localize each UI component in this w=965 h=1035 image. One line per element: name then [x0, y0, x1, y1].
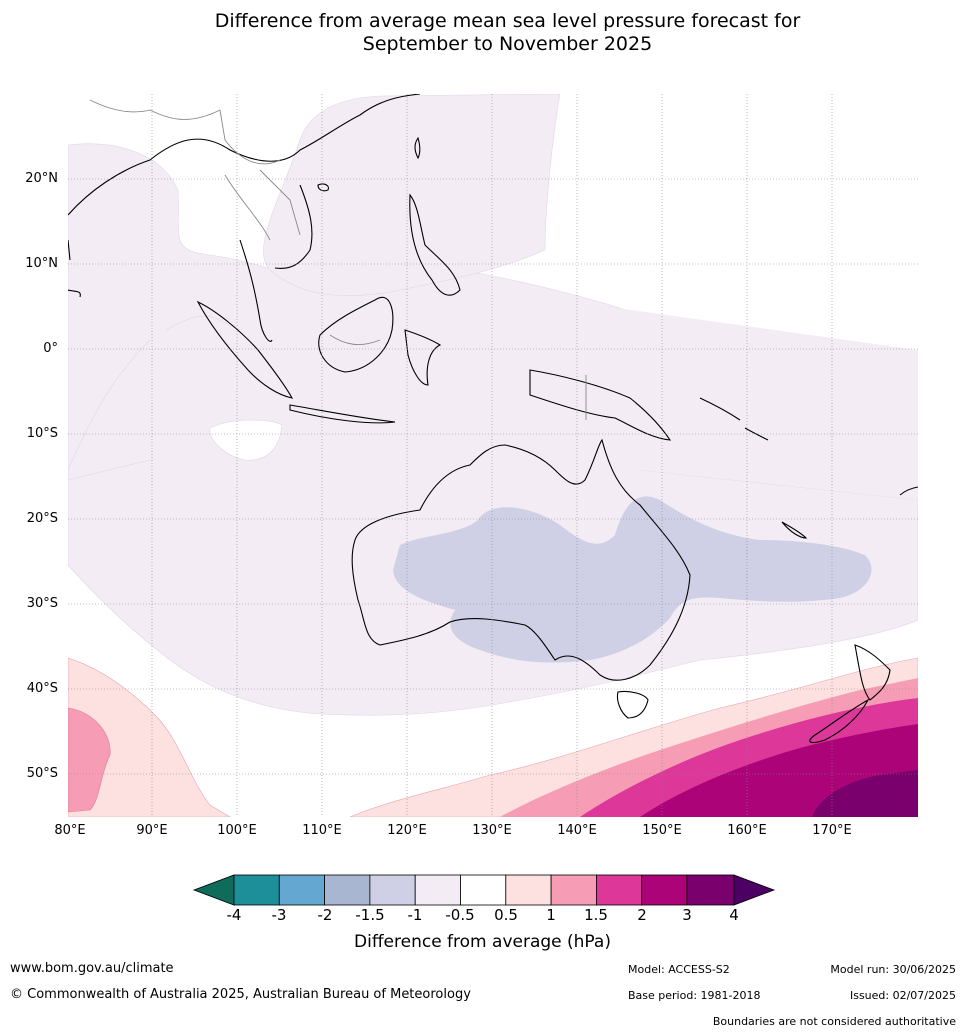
- contour-neutral-hole: [209, 419, 283, 461]
- colorbar-segment: [550, 874, 597, 906]
- coast-new-guinea: [529, 369, 672, 441]
- colorbar-segment: [324, 874, 371, 906]
- colorbar-segment: [414, 874, 461, 906]
- coastlines: [68, 94, 918, 744]
- footer-copyright: © Commonwealth of Australia 2025, Austra…: [10, 987, 471, 1002]
- coast-india: [68, 239, 81, 298]
- colorbar: [192, 874, 776, 906]
- lat-label: 20°S: [26, 511, 58, 526]
- colorbar-tick: 4: [729, 906, 739, 924]
- lat-label: 0°: [43, 341, 58, 356]
- colorbar-tick: -3: [271, 906, 287, 924]
- colorbar-segment: [460, 874, 507, 906]
- coast-hainan: [317, 183, 329, 192]
- contour-plus1-sw: [68, 707, 111, 813]
- colorbar-tick: 0.5: [494, 906, 518, 924]
- contour-minus05-north: [263, 94, 561, 296]
- colorbar-tick: -0.5: [445, 906, 475, 924]
- lat-label: 30°S: [26, 596, 58, 611]
- colorbar-tick: 2: [637, 906, 647, 924]
- lat-label: 10°N: [25, 256, 58, 271]
- coast-sumatra: [196, 300, 294, 399]
- map-area: [68, 94, 918, 817]
- coast-tasmania: [616, 690, 649, 719]
- lon-label: 170°E: [812, 823, 852, 838]
- coast-sulawesi: [404, 329, 442, 386]
- lat-label: 40°S: [26, 681, 58, 696]
- lon-label: 100°E: [217, 823, 257, 838]
- footer-url[interactable]: www.bom.gov.au/climate: [10, 961, 174, 976]
- footer-model-run: Model run: 30/06/2025: [830, 963, 956, 976]
- lon-label: 120°E: [387, 823, 427, 838]
- coast-solomons: [699, 397, 769, 441]
- coast-borneo: [318, 297, 394, 373]
- colorbar-tick: -1.5: [355, 906, 385, 924]
- lon-label: 140°E: [557, 823, 597, 838]
- coast-new-zealand-south: [809, 698, 870, 744]
- title-line-1: Difference from average mean sea level p…: [214, 10, 801, 32]
- contour-minus1: [393, 496, 872, 663]
- lon-label: 130°E: [472, 823, 512, 838]
- lon-label: 160°E: [727, 823, 767, 838]
- colorbar-tick: -2: [317, 906, 333, 924]
- footer-issued: Issued: 02/07/2025: [849, 989, 956, 1002]
- footer-disclaimer: Boundaries are not considered authoritat…: [712, 1015, 956, 1028]
- colorbar-high-extend: [733, 874, 776, 906]
- title-line-2: September to November 2025: [362, 33, 653, 55]
- coast-taiwan: [414, 136, 421, 160]
- lat-label: 10°S: [26, 426, 58, 441]
- lat-label: 50°S: [26, 766, 58, 781]
- footer-model: Model: ACCESS-S2: [628, 963, 730, 976]
- colorbar-segment: [233, 874, 280, 906]
- coast-fiji: [899, 486, 918, 496]
- lon-label: 80°E: [54, 823, 86, 838]
- lat-label: 20°N: [25, 171, 58, 186]
- coast-java: [289, 404, 396, 424]
- coast-philippines: [409, 193, 461, 296]
- colorbar-title: Difference from average (hPa): [354, 932, 611, 952]
- colorbar-segment: [505, 874, 552, 906]
- colorbar-segment: [278, 874, 325, 906]
- colorbar-segment: [686, 874, 735, 906]
- coast-australia: [351, 438, 691, 681]
- country-boundaries: [89, 99, 587, 420]
- map-title: Difference from average mean sea level p…: [0, 10, 965, 56]
- colorbar-tick: 3: [682, 906, 692, 924]
- colorbar-low-extend: [192, 874, 235, 906]
- colorbar-tick: -1: [407, 906, 423, 924]
- contour-plus05-sw: [68, 657, 231, 817]
- coast-new-zealand-north: [854, 644, 891, 701]
- coast-new-caledonia: [781, 521, 808, 539]
- lon-label: 150°E: [642, 823, 682, 838]
- contour-plus3-se: [812, 770, 918, 817]
- colorbar-tick: 1.5: [584, 906, 608, 924]
- colorbar-segment: [369, 874, 416, 906]
- colorbar-tick: 1: [546, 906, 556, 924]
- colorbar-tick: -4: [226, 906, 242, 924]
- lon-label: 110°E: [302, 823, 342, 838]
- lon-label: 90°E: [136, 823, 168, 838]
- colorbar-segment: [596, 874, 643, 906]
- coast-asia-mainland: [68, 94, 421, 342]
- graticule: [68, 94, 918, 817]
- colorbar-segment: [641, 874, 688, 906]
- contour-minus05-mid: [150, 300, 918, 500]
- footer-base-period: Base period: 1981-2018: [628, 989, 761, 1002]
